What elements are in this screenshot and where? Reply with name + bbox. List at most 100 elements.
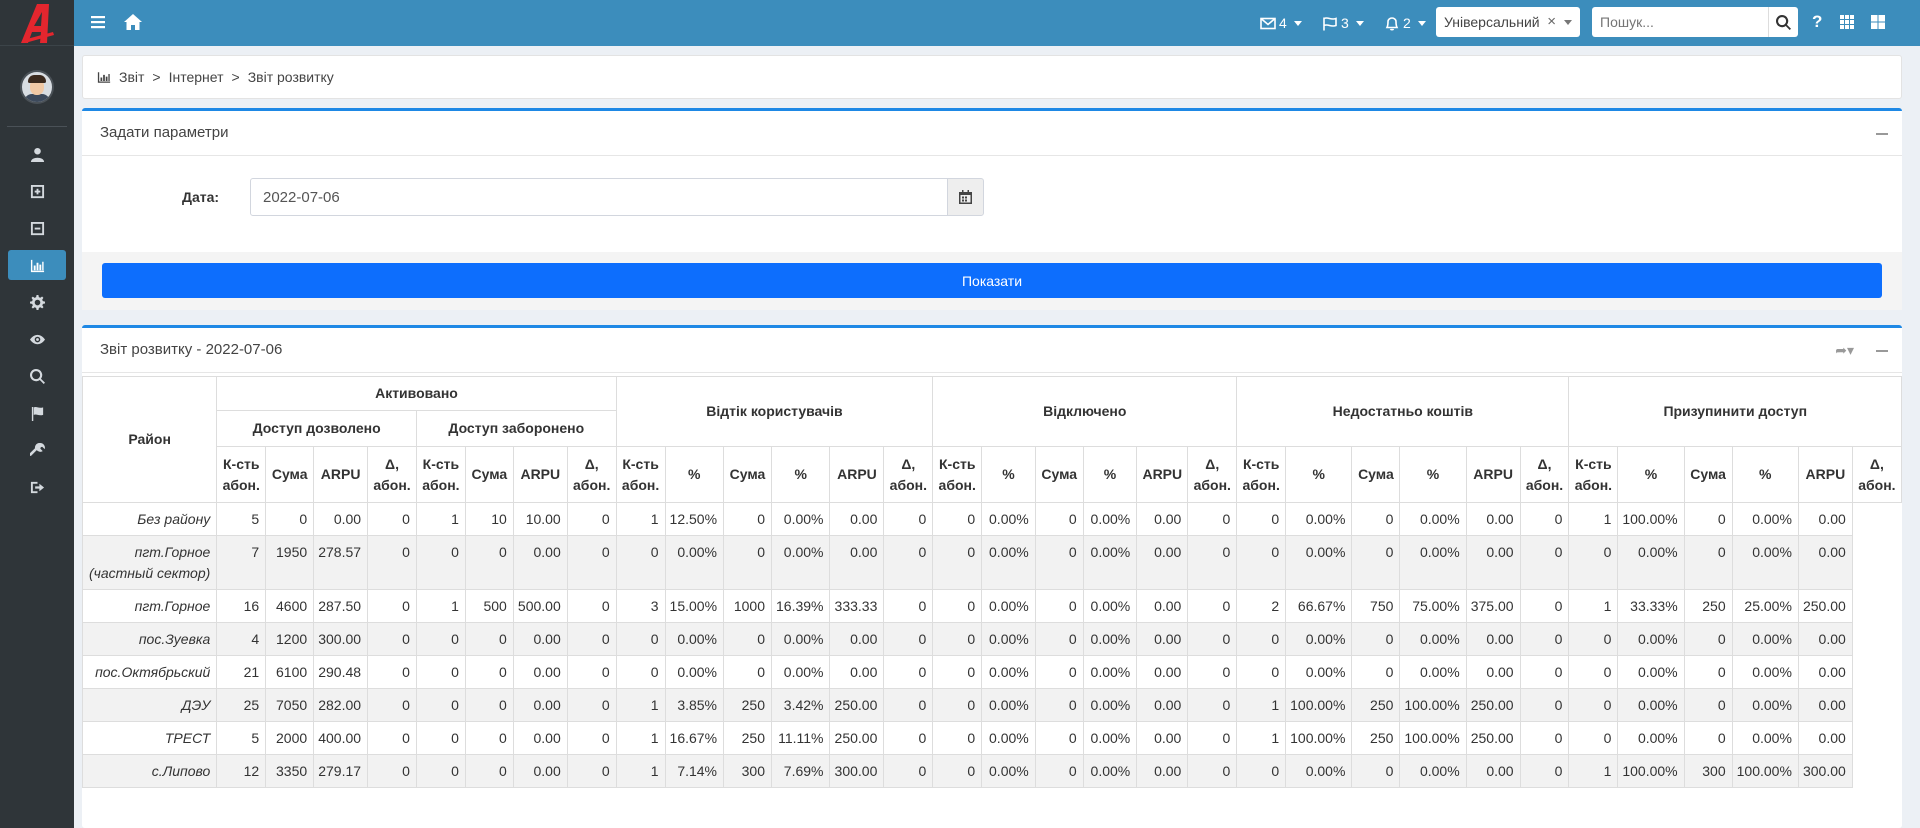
nav-search[interactable] [8, 361, 66, 391]
tasks-dropdown[interactable]: 3 [1322, 15, 1364, 31]
col-delta[interactable]: Δ, абон. [1851, 446, 1902, 503]
col-sum[interactable]: Сума [723, 446, 772, 503]
col-arpu[interactable]: ARPU [512, 446, 568, 503]
date-label: Дата: [182, 189, 220, 205]
col-arpu[interactable]: ARPU [1136, 446, 1189, 503]
table-cell: 0 [1568, 655, 1619, 689]
breadcrumb-item-report[interactable]: Звіт [119, 69, 145, 85]
table-cell: 287.50 [313, 589, 369, 623]
messages-count: 4 [1279, 15, 1287, 31]
table-cell: 25.00% [1731, 589, 1799, 623]
date-input[interactable] [250, 178, 950, 216]
col-pct[interactable]: % [664, 446, 725, 503]
home-icon[interactable] [124, 13, 142, 31]
col-count[interactable]: К-сть абон. [932, 446, 983, 503]
col-arpu[interactable]: ARPU [1465, 446, 1521, 503]
table-cell: 0 [1236, 535, 1287, 590]
table-cell: 1 [615, 688, 666, 722]
col-pct[interactable]: % [1731, 446, 1799, 503]
table-cell: 0.00 [829, 502, 885, 536]
nav-users[interactable] [8, 139, 66, 169]
breadcrumb-item-internet[interactable]: Інтернет [168, 69, 224, 85]
col-count[interactable]: К-сть абон. [415, 446, 466, 503]
table-cell: 10.00 [512, 502, 568, 536]
col-arpu[interactable]: ARPU [313, 446, 369, 503]
calendar-icon [959, 190, 972, 204]
col-count[interactable]: К-сть абон. [216, 446, 267, 503]
sign-out-icon [30, 481, 44, 493]
search-input[interactable] [1592, 7, 1768, 37]
nav-tools[interactable] [8, 435, 66, 465]
col-sum[interactable]: Сума [1683, 446, 1733, 503]
table-cell: 0.00% [1285, 502, 1353, 536]
clear-icon[interactable]: × [1547, 13, 1556, 30]
table-cell: 7.69% [770, 754, 831, 788]
table-cell: 0 [1187, 622, 1238, 656]
table-cell: 250 [1683, 589, 1733, 623]
table-cell: 300.00 [829, 754, 885, 788]
table-cell: 0.00 [512, 535, 568, 590]
nav-add[interactable] [8, 176, 66, 206]
col-delta[interactable]: Δ, абон. [566, 446, 617, 503]
nav-settings[interactable] [8, 287, 66, 317]
notifications-dropdown[interactable]: 2 [1384, 15, 1426, 31]
grid-large-icon[interactable] [1870, 14, 1886, 35]
col-pct[interactable]: % [981, 446, 1036, 503]
table-cell: 0 [1519, 589, 1570, 623]
cell-district: ТРЕСТ [82, 721, 218, 755]
col-pct[interactable]: % [1285, 446, 1353, 503]
col-arpu[interactable]: ARPU [829, 446, 885, 503]
menu-toggle-icon[interactable] [90, 13, 108, 31]
calendar-button[interactable] [947, 178, 984, 216]
cell-district: пос.Зуевка [82, 622, 218, 656]
help-icon[interactable]: ? [1812, 12, 1823, 31]
nav-logout[interactable] [8, 472, 66, 502]
table-cell: 0.00 [1465, 535, 1521, 590]
table-cell: 0 [1519, 535, 1570, 590]
table-cell: 0 [1519, 754, 1570, 788]
table-cell: 0 [723, 502, 772, 536]
table-cell: 15.00% [664, 589, 725, 623]
table-cell: 0 [932, 589, 983, 623]
collapse-icon[interactable] [1876, 133, 1888, 135]
col-pct[interactable]: % [1617, 446, 1685, 503]
user-avatar[interactable] [20, 70, 54, 104]
table-cell: 0 [932, 535, 983, 590]
col-delta[interactable]: Δ, абон. [1519, 446, 1570, 503]
col-sum[interactable]: Сума [265, 446, 315, 503]
col-pct[interactable]: % [1082, 446, 1138, 503]
share-icon[interactable]: ➦▾ [1835, 342, 1854, 358]
collapse-icon[interactable] [1876, 350, 1888, 352]
col-delta[interactable]: Δ, абон. [367, 446, 417, 503]
search-button[interactable] [1768, 7, 1798, 37]
col-district[interactable]: Район [82, 376, 218, 503]
dropdown-arrow-icon[interactable] [1564, 20, 1572, 25]
col-pct[interactable]: % [1399, 446, 1467, 503]
profile-select[interactable]: Універсальний × [1436, 7, 1580, 37]
table-cell: 0 [1034, 721, 1084, 755]
nav-reports[interactable] [8, 250, 66, 280]
col-arpu[interactable]: ARPU [1797, 446, 1853, 503]
grid-small-icon[interactable] [1839, 14, 1855, 35]
table-cell: 1 [1236, 688, 1287, 722]
nav-view[interactable] [8, 324, 66, 354]
table-cell: 0.00% [770, 622, 831, 656]
table-cell: 0 [415, 754, 466, 788]
nav-remove[interactable] [8, 213, 66, 243]
nav-flags[interactable] [8, 398, 66, 428]
eye-icon [29, 334, 45, 344]
col-delta[interactable]: Δ, абон. [1187, 446, 1238, 503]
app-logo[interactable] [0, 0, 74, 46]
messages-dropdown[interactable]: 4 [1260, 15, 1302, 31]
table-cell: 0.00 [1136, 721, 1189, 755]
col-pct[interactable]: % [770, 446, 831, 503]
col-count[interactable]: К-сть абон. [1568, 446, 1619, 503]
table-cell: 279.17 [313, 754, 369, 788]
col-delta[interactable]: Δ, абон. [883, 446, 934, 503]
col-sum[interactable]: Сума [1034, 446, 1084, 503]
show-button[interactable]: Показати [102, 263, 1882, 298]
col-sum[interactable]: Сума [1351, 446, 1401, 503]
col-sum[interactable]: Сума [464, 446, 514, 503]
col-count[interactable]: К-сть абон. [615, 446, 666, 503]
col-count[interactable]: К-сть абон. [1236, 446, 1287, 503]
